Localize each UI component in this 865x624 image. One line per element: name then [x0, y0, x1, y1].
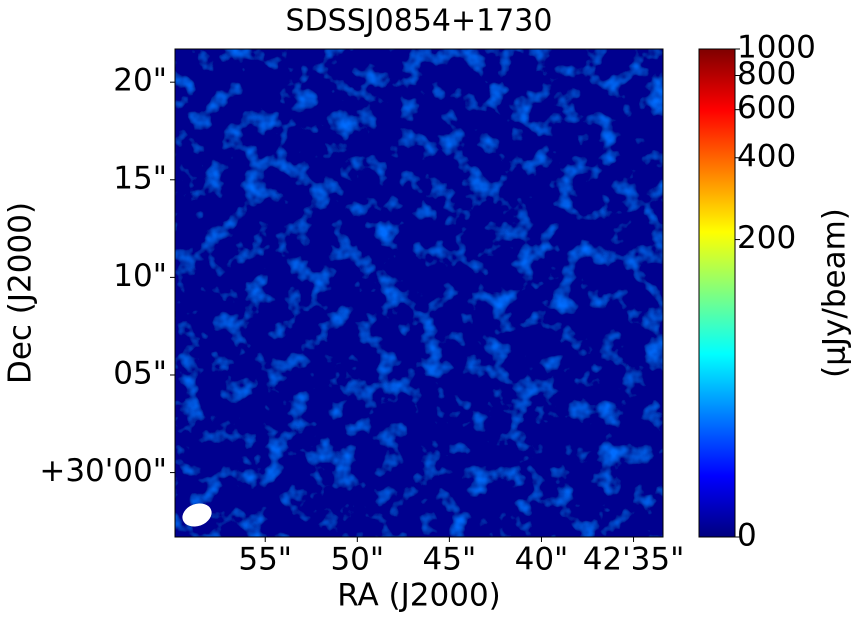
y-tick-label: 10": [113, 258, 167, 294]
y-tick-label: 15": [113, 160, 167, 196]
colorbar: [698, 48, 736, 538]
chart-title: SDSSJ0854+1730: [286, 4, 553, 39]
x-tick-label: 50": [330, 542, 384, 578]
y-tick-label: 05": [113, 355, 167, 391]
y-tick-label: 20": [113, 63, 167, 99]
x-tick-label: 42'35": [583, 542, 685, 578]
image: [175, 49, 663, 537]
x-tick-label: 40": [515, 542, 569, 578]
colorbar-label: (μJy/beam): [817, 208, 853, 378]
colorbar-tick-label: 0: [737, 518, 757, 554]
frame: [174, 48, 664, 538]
y-tick-label: +30'00": [39, 453, 167, 489]
colorbar-tick-label: 600: [737, 90, 796, 126]
x-tick-label: 45": [423, 542, 477, 578]
beam: [182, 503, 212, 527]
colorbar-tick-label: 1000: [737, 30, 816, 66]
x-tick-label: 55": [238, 542, 292, 578]
colorbar-tick-label: 400: [737, 138, 796, 174]
x-axis-label: RA (J2000): [337, 578, 501, 614]
y-axis-label: Dec (J2000): [3, 202, 39, 384]
colorbar-tick-label: 800: [737, 56, 796, 92]
colorbar-tick-label: 200: [737, 220, 796, 256]
